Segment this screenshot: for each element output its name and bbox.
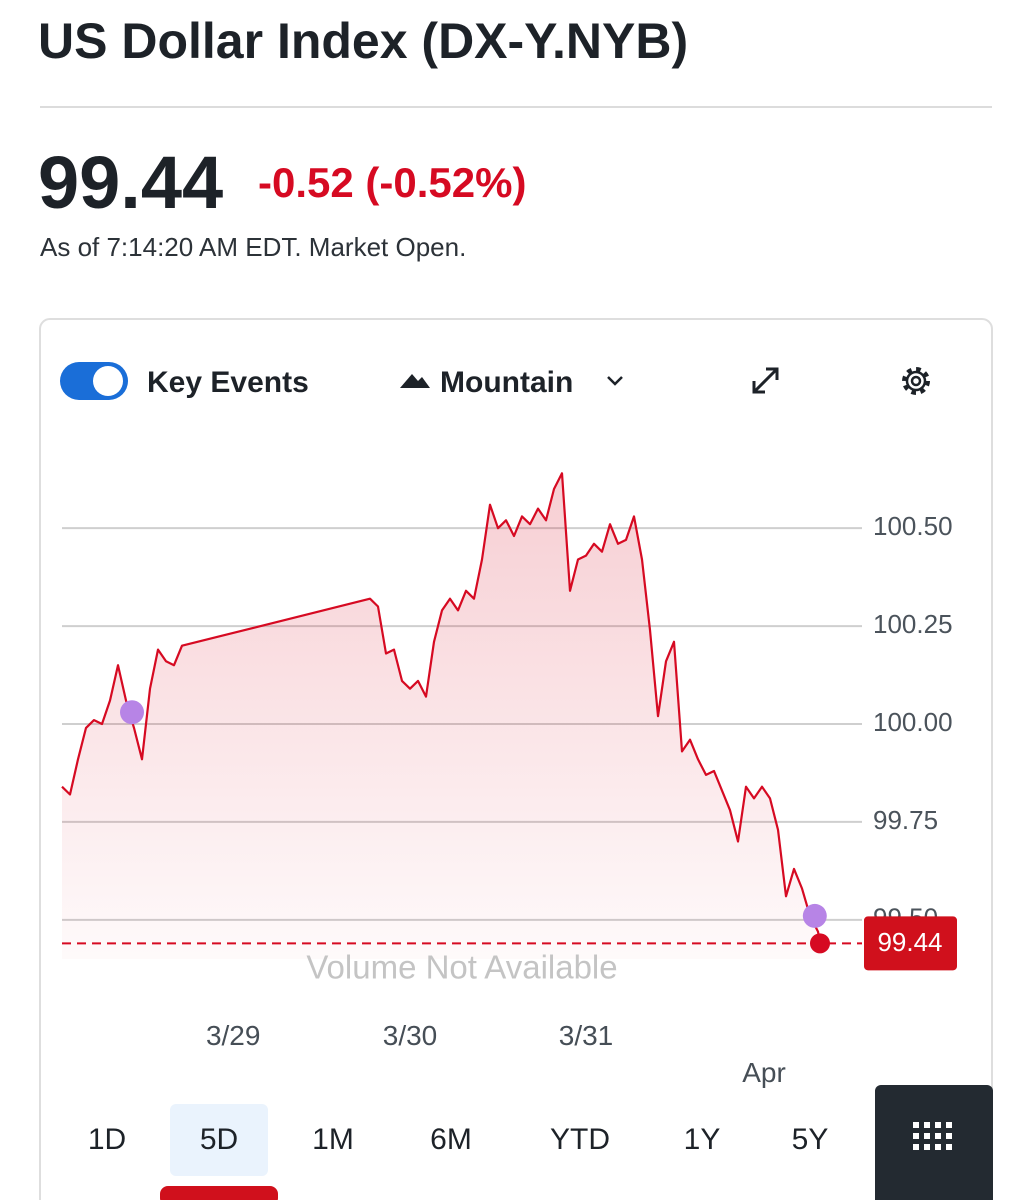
y-tick-label: 100.25 xyxy=(873,609,953,639)
plot: 99.5099.75100.00100.25100.503/293/303/31… xyxy=(61,472,957,1088)
grid-dot xyxy=(935,1122,941,1128)
price-line xyxy=(61,472,822,944)
gear-teeth xyxy=(902,367,930,395)
grid-dot xyxy=(913,1133,919,1139)
gear-hub xyxy=(910,375,922,387)
grid-dot xyxy=(924,1144,930,1150)
y-tick-label: 99.75 xyxy=(873,805,938,835)
range-selector: 1D 5D 1M 6M YTD 1Y 5Y xyxy=(88,1104,829,1200)
volume-note: Volume Not Available xyxy=(306,949,617,986)
range-button[interactable]: 5D xyxy=(200,1123,238,1156)
grid-dot xyxy=(946,1122,952,1128)
mountain-icon xyxy=(400,374,430,388)
gear-ring xyxy=(905,370,927,392)
y-tick-label: 100.50 xyxy=(873,511,953,541)
chart-style-label: Mountain xyxy=(440,366,573,399)
key-event-marker[interactable] xyxy=(802,903,827,928)
x-tick-label: 3/31 xyxy=(559,1020,614,1051)
key-events-label[interactable]: Key Events xyxy=(147,366,309,399)
range-button[interactable]: 1D xyxy=(88,1123,126,1156)
as-of: As of 7:14:20 AM EDT. Market Open. xyxy=(40,232,466,262)
range-selected-bar xyxy=(160,1186,278,1200)
settings-button[interactable] xyxy=(902,367,930,395)
grid-menu-button[interactable] xyxy=(875,1085,993,1200)
last-price-label: 99.44 xyxy=(877,927,942,957)
expand-head xyxy=(766,367,779,380)
x-tick-label: 3/29 xyxy=(206,1020,261,1051)
expand-tail xyxy=(752,381,765,394)
grid-dot xyxy=(913,1122,919,1128)
chart-style-menu[interactable]: Mountain xyxy=(400,366,623,399)
grid-dot xyxy=(935,1144,941,1150)
grid-dot xyxy=(935,1133,941,1139)
price-change: -0.52 (-0.52%) xyxy=(258,159,526,206)
range-button[interactable]: YTD xyxy=(550,1123,610,1156)
last-price-badge xyxy=(864,916,957,971)
last-point xyxy=(810,933,830,954)
expand-shaft xyxy=(753,368,778,393)
grid-icon xyxy=(913,1122,952,1150)
range-selected-bg xyxy=(170,1104,268,1176)
chevron xyxy=(607,376,623,386)
key-events-toggle[interactable] xyxy=(60,362,128,400)
expand-button[interactable] xyxy=(752,367,779,394)
grid-dot xyxy=(924,1133,930,1139)
area-fill xyxy=(62,473,820,959)
range-button[interactable]: 1M xyxy=(312,1123,354,1156)
grid-dot xyxy=(946,1133,952,1139)
x-tick-label: Apr xyxy=(742,1057,786,1088)
toggle-knob xyxy=(93,366,123,396)
grid-dot xyxy=(913,1144,919,1150)
grid-button-bg xyxy=(875,1085,993,1200)
range-button[interactable]: 5Y xyxy=(792,1123,829,1156)
range-button[interactable]: 1Y xyxy=(684,1123,721,1156)
grid-dot xyxy=(924,1122,930,1128)
grid-dot xyxy=(946,1144,952,1150)
y-tick-label: 100.00 xyxy=(873,707,953,737)
x-tick-label: 3/30 xyxy=(383,1020,438,1051)
range-button[interactable]: 6M xyxy=(430,1123,472,1156)
key-event-marker[interactable] xyxy=(120,700,144,725)
page-title: US Dollar Index (DX-Y.NYB) xyxy=(38,13,688,69)
price: 99.44 xyxy=(38,141,223,224)
